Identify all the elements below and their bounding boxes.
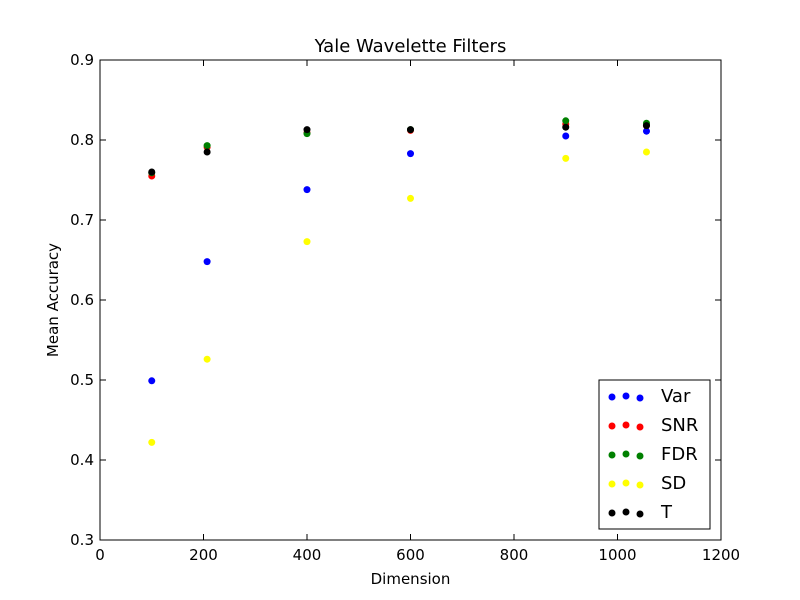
legend: Var SNR FDR SD T <box>598 379 711 530</box>
data-points <box>148 117 650 446</box>
series-var <box>148 127 650 385</box>
legend-label: SNR <box>661 415 698 436</box>
legend-marker <box>636 452 644 460</box>
y-tick-label: 0.5 <box>70 371 94 389</box>
data-point-fdr <box>203 142 211 150</box>
x-tick-label: 400 <box>293 546 322 564</box>
series-t <box>148 122 650 176</box>
data-point-var <box>203 258 211 266</box>
legend-item-sd: SD <box>608 473 686 494</box>
legend-marker <box>622 508 630 516</box>
data-point-sd <box>303 238 311 246</box>
legend-marker <box>608 509 616 517</box>
data-point-var <box>407 150 414 158</box>
legend-marker <box>608 451 616 459</box>
data-point-sd <box>203 355 211 363</box>
legend-marker <box>636 510 644 518</box>
axis-ticks: 0 200 400 600 800 1000 1200 0.3 0.4 0.5 0.6 0.7 0.8 0… <box>70 51 740 564</box>
series-sd <box>148 148 650 446</box>
legend-item-snr: SNR <box>608 415 698 436</box>
data-point-sd <box>407 194 414 202</box>
legend-marker <box>622 421 630 429</box>
legend-marker <box>608 393 616 401</box>
x-tick-label: 1200 <box>702 546 740 564</box>
data-point-t <box>203 148 211 156</box>
x-tick-label: 200 <box>189 546 218 564</box>
legend-item-fdr: FDR <box>608 444 698 465</box>
plot-frame <box>99 59 722 541</box>
legend-label: SD <box>661 473 686 494</box>
legend-label: Var <box>661 386 691 407</box>
x-tick-label: 0 <box>95 546 105 564</box>
chart-title: Yale Wavelette Filters <box>314 36 507 57</box>
data-point-var <box>562 132 570 140</box>
y-tick-label: 0.4 <box>70 451 94 469</box>
data-point-var <box>642 127 650 135</box>
x-tick-label: 600 <box>396 546 425 564</box>
y-tick-label: 0.9 <box>70 51 94 69</box>
x-tick-label: 1000 <box>598 546 636 564</box>
data-point-sd <box>562 154 570 162</box>
y-tick-label: 0.3 <box>70 531 94 549</box>
data-point-var <box>148 377 156 385</box>
data-point-t <box>562 123 570 131</box>
legend-marker <box>608 422 616 430</box>
data-point-t <box>407 126 414 134</box>
legend-marker <box>608 480 616 488</box>
data-point-var <box>303 186 311 194</box>
legend-marker <box>636 481 644 489</box>
legend-marker <box>636 423 644 431</box>
legend-marker <box>622 450 630 458</box>
legend-item-t: T <box>608 502 673 523</box>
legend-label: T <box>660 502 673 523</box>
y-tick-label: 0.6 <box>70 291 94 309</box>
data-point-t <box>642 122 650 130</box>
data-point-t <box>303 126 311 134</box>
data-point-sd <box>642 148 650 156</box>
legend-label: FDR <box>661 444 698 465</box>
legend-marker <box>622 479 630 487</box>
data-point-fdr <box>562 117 570 125</box>
y-tick-label: 0.7 <box>70 211 94 229</box>
legend-marker <box>622 392 630 400</box>
y-axis-label: Mean Accuracy <box>44 243 62 357</box>
x-axis-label: Dimension <box>371 570 451 588</box>
data-point-t <box>148 168 156 176</box>
y-tick-label: 0.8 <box>70 131 94 149</box>
data-point-sd <box>148 438 156 446</box>
legend-box <box>598 379 711 530</box>
legend-marker <box>636 394 644 402</box>
x-tick-label: 800 <box>500 546 529 564</box>
legend-item-var: Var <box>608 386 691 407</box>
